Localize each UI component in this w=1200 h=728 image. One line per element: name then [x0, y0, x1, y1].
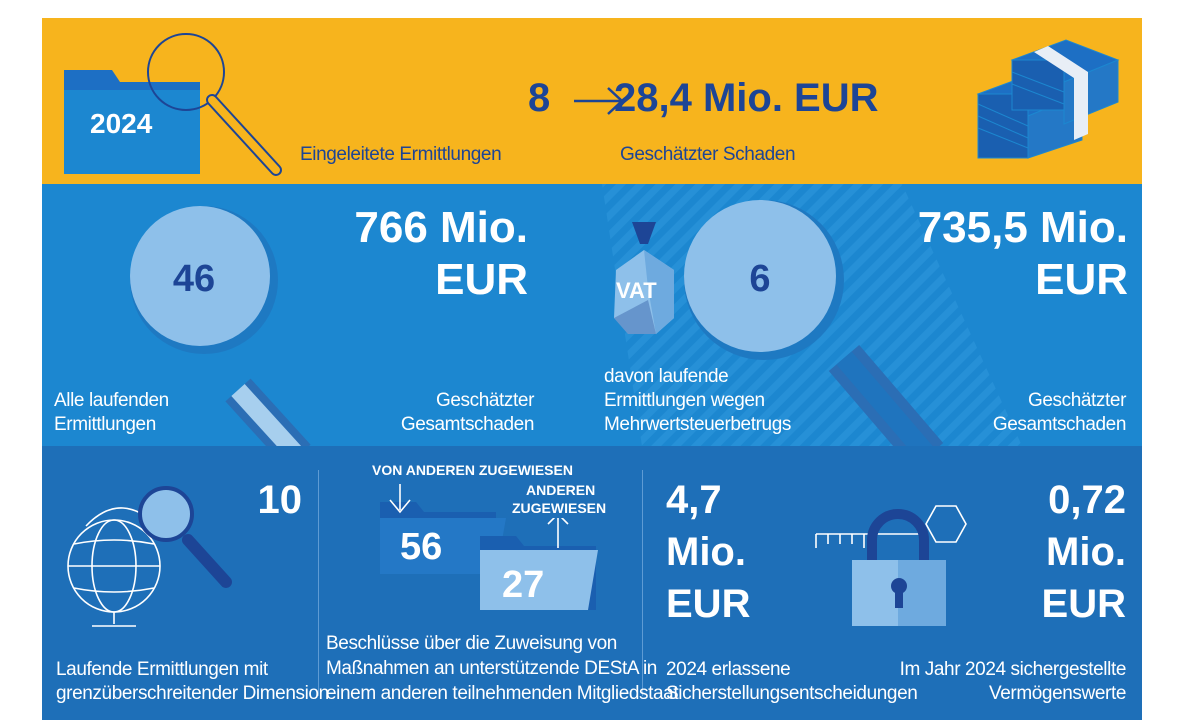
vat-damage-label-1: Geschätzter: [1027, 390, 1126, 411]
vat-damage-label-2: Gesamtschaden: [992, 414, 1127, 435]
freeze-value-line-3: EUR: [666, 582, 751, 626]
middle-band: 46 Alle laufenden Ermittlungen 766 Mio. …: [42, 184, 1142, 446]
freeze-label-2: Sicherstellungsentscheidungen: [666, 683, 918, 704]
total-damage-line-2: EUR: [435, 255, 528, 304]
crossborder-count: 10: [257, 478, 303, 522]
assigned-from-label: VON ANDEREN ZUGEWIESEN: [372, 462, 573, 478]
vat-damage-line-2: EUR: [1035, 255, 1128, 304]
vat-label-1: davon laufende: [604, 366, 729, 387]
key-icon: [925, 505, 967, 543]
arrow-right-icon: [574, 87, 624, 115]
ongoing-count: 46: [172, 258, 216, 300]
seized-value-line-1: 0,72: [1048, 478, 1126, 522]
seized-value-line-3: EUR: [1041, 582, 1126, 626]
freeze-label-1: 2024 erlassene: [666, 659, 791, 680]
assign-label-1: Beschlüsse über die Zuweisung von: [326, 633, 617, 654]
seized-label-2: Vermögenswerte: [989, 683, 1126, 704]
magnifier-lens-icon: [130, 206, 311, 446]
crossborder-label-1: Laufende Ermittlungen mit: [56, 659, 268, 680]
divider: [318, 470, 319, 696]
vat-count: 6: [749, 258, 771, 300]
top-band: 2024 8 28,4 Mio. EUR Eingeleitete Ermitt…: [42, 18, 1142, 184]
investigations-count: 8: [528, 76, 551, 120]
vat-damage-line-1: 735,5 Mio.: [917, 203, 1128, 252]
vat-label-3: Mehrwertsteuerbetrugs: [604, 414, 791, 435]
ongoing-label-2: Ermittlungen: [54, 414, 156, 435]
magnifier-lens-icon: [684, 200, 944, 446]
folder-out-icon: [480, 518, 598, 610]
bottom-band: 10 Laufende Ermittlungen mit grenzübersc…: [42, 446, 1142, 720]
ongoing-label-1: Alle laufenden: [54, 390, 169, 411]
magnifier-icon: [147, 33, 225, 111]
total-damage-label-2: Gesamtschaden: [400, 414, 535, 435]
seized-value-line-2: Mio.: [1046, 530, 1126, 574]
freeze-value-line-1: 4,7: [666, 478, 722, 522]
total-damage-label-1: Geschätzter: [435, 390, 534, 411]
damage-value: 28,4 Mio. EUR: [614, 76, 879, 120]
padlock-icon: [815, 505, 967, 626]
folder-in-icon: [380, 484, 506, 574]
damage-label: Geschätzter Schaden: [620, 144, 796, 165]
vat-label-2: Ermittlungen wegen: [604, 390, 765, 411]
seized-label-1: Im Jahr 2024 sichergestellte: [899, 659, 1127, 680]
vat-bag-icon: [614, 222, 674, 334]
year-label: 2024: [90, 108, 153, 139]
freeze-value-line-2: Mio.: [666, 530, 746, 574]
crossborder-label-2: grenzüberschreitender Dimension: [56, 683, 329, 704]
assigned-from-count: 56: [400, 526, 443, 568]
assigned-to-label-2: ZUGEWIESEN: [512, 500, 607, 516]
folder-icon: [64, 33, 282, 176]
investigations-label: Eingeleitete Ermittlungen: [300, 144, 502, 165]
divider: [642, 470, 643, 696]
globe-icon: [67, 486, 232, 627]
assigned-to-label-1: ANDEREN: [526, 482, 596, 498]
assigned-to-count: 27: [502, 564, 545, 606]
assign-label-2: Maßnahmen an unterstützende DEStA in: [326, 658, 657, 679]
money-stack-icon: [976, 39, 1120, 159]
assign-label-3: einem anderen teilnehmenden Mitgliedstaa…: [326, 683, 679, 704]
total-damage-line-1: 766 Mio.: [354, 203, 528, 252]
vat-tag: VAT: [616, 278, 657, 303]
